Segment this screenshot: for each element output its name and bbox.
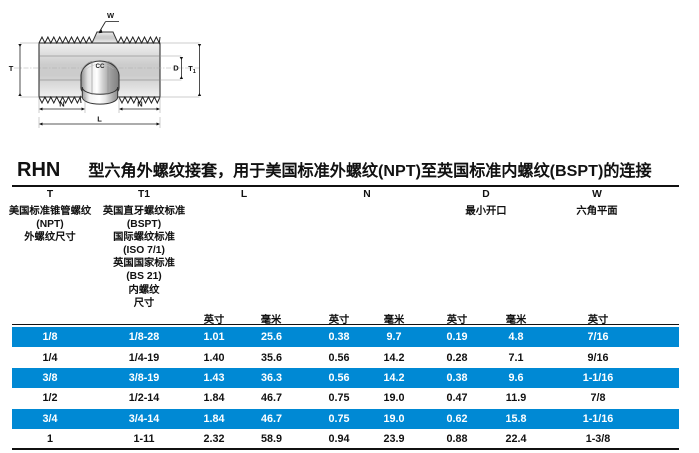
svg-text:L: L — [97, 115, 102, 124]
svg-text:CC: CC — [96, 63, 105, 70]
svg-text:D: D — [173, 64, 179, 73]
svg-text:W: W — [107, 11, 115, 20]
svg-text:T: T — [9, 64, 14, 73]
svg-text:N: N — [137, 100, 142, 109]
svg-text:N: N — [59, 100, 64, 109]
svg-text:T1: T1 — [188, 64, 196, 75]
